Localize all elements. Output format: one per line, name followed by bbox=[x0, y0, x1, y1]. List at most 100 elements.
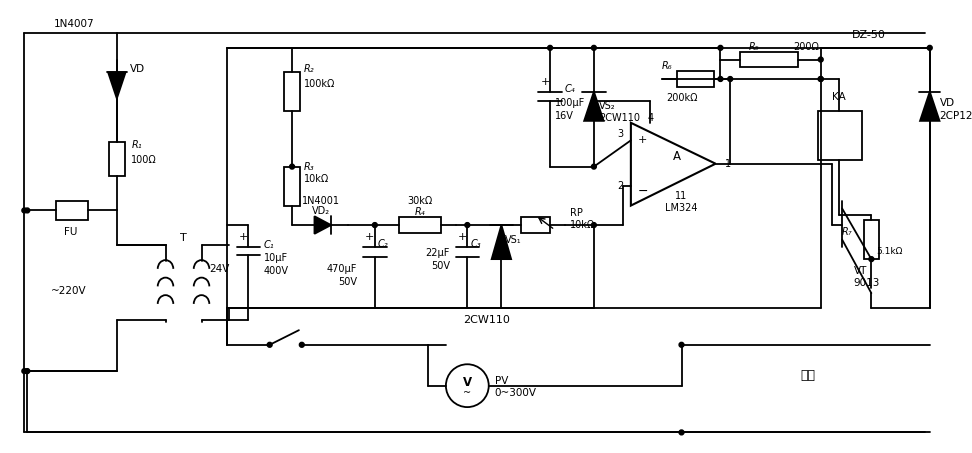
Circle shape bbox=[679, 430, 684, 435]
Circle shape bbox=[869, 257, 874, 261]
Text: 5.1kΩ: 5.1kΩ bbox=[876, 247, 903, 256]
Circle shape bbox=[25, 369, 30, 374]
Bar bbox=[521, 217, 550, 233]
Bar bbox=[677, 71, 713, 87]
Text: C₃: C₃ bbox=[470, 239, 481, 249]
Text: 50V: 50V bbox=[338, 276, 358, 286]
Circle shape bbox=[818, 57, 823, 62]
Text: 24V: 24V bbox=[209, 264, 229, 274]
Text: FU: FU bbox=[64, 227, 78, 237]
Text: R₃: R₃ bbox=[304, 162, 314, 172]
Text: +: + bbox=[540, 77, 550, 87]
Bar bbox=[399, 217, 441, 233]
Text: 3: 3 bbox=[617, 130, 623, 140]
Text: VD₂: VD₂ bbox=[312, 207, 330, 217]
Circle shape bbox=[25, 208, 30, 213]
Circle shape bbox=[718, 77, 723, 82]
Polygon shape bbox=[108, 72, 125, 98]
Text: +: + bbox=[365, 232, 374, 242]
Text: 1N4001: 1N4001 bbox=[302, 196, 340, 206]
Text: DZ-50: DZ-50 bbox=[851, 30, 885, 40]
Text: 1: 1 bbox=[725, 159, 732, 169]
Text: 2CW110: 2CW110 bbox=[599, 113, 640, 123]
Circle shape bbox=[22, 208, 27, 213]
Text: 2CP12: 2CP12 bbox=[940, 111, 972, 121]
Text: +: + bbox=[458, 232, 468, 242]
Text: R₁: R₁ bbox=[131, 140, 142, 150]
Circle shape bbox=[679, 342, 684, 347]
Circle shape bbox=[290, 164, 295, 169]
Polygon shape bbox=[492, 225, 511, 259]
Text: KA: KA bbox=[832, 92, 846, 101]
Polygon shape bbox=[920, 92, 940, 121]
Text: VD: VD bbox=[129, 64, 145, 74]
Text: R₂: R₂ bbox=[304, 64, 314, 74]
Text: VS₂: VS₂ bbox=[599, 101, 615, 111]
Circle shape bbox=[591, 45, 596, 50]
Text: 100kΩ: 100kΩ bbox=[304, 79, 335, 89]
Text: 10μF: 10μF bbox=[263, 253, 288, 263]
Text: R₄: R₄ bbox=[414, 207, 425, 217]
Polygon shape bbox=[584, 92, 604, 121]
Text: T: T bbox=[180, 233, 187, 243]
Text: +: + bbox=[239, 232, 248, 242]
Circle shape bbox=[818, 77, 823, 82]
Text: 30kΩ: 30kΩ bbox=[407, 196, 433, 206]
Text: ~220V: ~220V bbox=[51, 286, 87, 296]
Text: 200Ω: 200Ω bbox=[793, 42, 819, 52]
Text: 10kΩ: 10kΩ bbox=[570, 220, 595, 230]
Circle shape bbox=[591, 164, 596, 169]
Circle shape bbox=[728, 77, 733, 82]
Text: 10kΩ: 10kΩ bbox=[304, 174, 329, 184]
Text: V: V bbox=[463, 376, 471, 389]
Text: R₅: R₅ bbox=[749, 42, 760, 52]
Circle shape bbox=[267, 342, 272, 347]
Text: C₁: C₁ bbox=[263, 240, 274, 250]
Text: PV: PV bbox=[495, 376, 508, 386]
Text: 9013: 9013 bbox=[853, 279, 881, 289]
Circle shape bbox=[927, 45, 932, 50]
Text: 11: 11 bbox=[676, 191, 687, 201]
Text: C₄: C₄ bbox=[565, 84, 575, 94]
Bar bbox=[284, 167, 300, 206]
Circle shape bbox=[465, 222, 469, 227]
Bar bbox=[863, 220, 879, 259]
Text: VT: VT bbox=[853, 266, 867, 276]
Polygon shape bbox=[315, 216, 331, 234]
Text: 16V: 16V bbox=[555, 111, 573, 121]
Text: −: − bbox=[638, 184, 647, 198]
Bar bbox=[284, 72, 300, 111]
Text: 1N4007: 1N4007 bbox=[53, 19, 94, 29]
Circle shape bbox=[299, 342, 304, 347]
Circle shape bbox=[547, 45, 552, 50]
Text: VS₁: VS₁ bbox=[505, 235, 522, 245]
Bar bbox=[817, 111, 861, 160]
Text: 输出: 输出 bbox=[801, 370, 816, 382]
Text: LM324: LM324 bbox=[665, 202, 698, 212]
Text: 400V: 400V bbox=[263, 266, 289, 276]
Text: 50V: 50V bbox=[431, 261, 450, 271]
Text: RP: RP bbox=[570, 208, 582, 218]
Circle shape bbox=[372, 222, 377, 227]
Circle shape bbox=[591, 99, 596, 104]
Text: 22μF: 22μF bbox=[426, 248, 450, 258]
Text: R₆: R₆ bbox=[662, 61, 673, 71]
Text: 100μF: 100μF bbox=[555, 98, 585, 108]
Circle shape bbox=[22, 369, 27, 374]
Text: 4: 4 bbox=[647, 113, 653, 123]
Text: 100Ω: 100Ω bbox=[131, 155, 157, 165]
Text: A: A bbox=[673, 150, 680, 164]
Text: C₂: C₂ bbox=[378, 239, 389, 249]
Bar bbox=[109, 142, 124, 176]
Text: R₇: R₇ bbox=[841, 227, 851, 237]
Bar bbox=[56, 201, 87, 220]
Text: 470μF: 470μF bbox=[327, 264, 358, 274]
Text: ~: ~ bbox=[464, 387, 471, 397]
Circle shape bbox=[591, 222, 596, 227]
Text: 2: 2 bbox=[617, 181, 623, 191]
Circle shape bbox=[718, 45, 723, 50]
Circle shape bbox=[818, 77, 823, 82]
Text: 0~300V: 0~300V bbox=[495, 389, 537, 399]
Text: +: + bbox=[638, 135, 647, 145]
Text: 2CW110: 2CW110 bbox=[464, 315, 510, 325]
